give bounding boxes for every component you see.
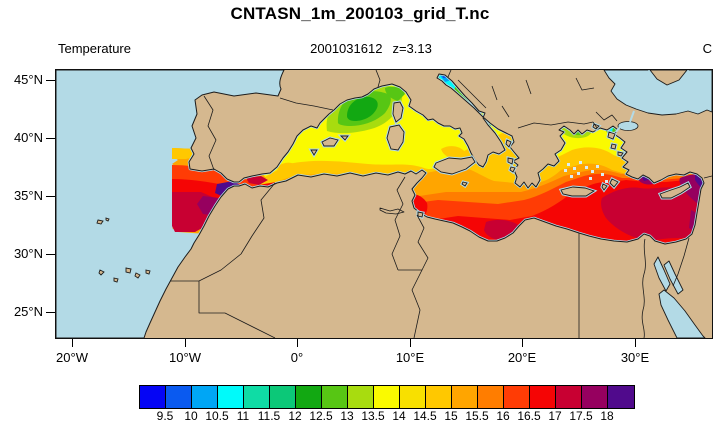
colorbar-cell — [452, 386, 478, 408]
colorbar-cell — [504, 386, 530, 408]
nile-river — [641, 238, 646, 339]
colorbar-cell — [270, 386, 296, 408]
colorbar-cell — [400, 386, 426, 408]
x-tick-label: 20°E — [507, 350, 537, 365]
x-axis-tick — [184, 339, 186, 347]
y-tick-label: 45°N — [13, 72, 43, 87]
colorbar-tick-label: 14 — [392, 409, 406, 423]
colorbar-cell — [296, 386, 322, 408]
units-label: C — [702, 41, 712, 56]
y-axis-tick — [46, 311, 55, 313]
x-tick-label: 10°E — [395, 350, 425, 365]
sea-of-marmara — [617, 121, 639, 131]
bosphorus-channel — [629, 110, 635, 123]
colorbar-tick-label: 10.5 — [205, 409, 229, 423]
colorbar-cell — [244, 386, 270, 408]
y-tick-label: 25°N — [13, 304, 43, 319]
colorbar-cell — [556, 386, 582, 408]
variable-label: Temperature — [58, 41, 131, 56]
x-axis-tick — [521, 339, 523, 347]
x-axis-tick — [296, 339, 298, 347]
colorbar-cell — [608, 386, 634, 408]
tunisian-chotts — [379, 207, 405, 215]
x-tick-label: 30°E — [620, 350, 650, 365]
colorbar-tick-label: 12.5 — [309, 409, 333, 423]
y-axis-tick — [46, 253, 55, 255]
colorbar-tick-label: 15.5 — [465, 409, 489, 423]
colorbar-cell — [166, 386, 192, 408]
colorbar-tick-label: 13.5 — [361, 409, 385, 423]
colorbar-cell — [322, 386, 348, 408]
x-tick-label: 0° — [290, 350, 304, 365]
y-axis-tick — [46, 195, 55, 197]
colorbar-cell — [582, 386, 608, 408]
colorbar-tick-label: 15 — [444, 409, 458, 423]
colorbar-tick-label: 14.5 — [413, 409, 437, 423]
dardanelles-channel — [615, 126, 621, 133]
subtitle: 2001031612 z=3.13 — [56, 41, 686, 56]
map-canvas — [55, 68, 713, 339]
country-borders — [170, 69, 713, 339]
y-tick-label: 40°N — [13, 130, 43, 145]
colorbar-cell — [374, 386, 400, 408]
page-title: CNTASN_1m_200103_grid_T.nc — [230, 4, 490, 23]
y-axis-tick — [46, 79, 55, 81]
colorbar-cell — [218, 386, 244, 408]
map-frame — [55, 68, 713, 339]
x-tick-label: 10°W — [169, 350, 201, 365]
red-sea — [653, 256, 706, 339]
colorbar-tick-label: 10 — [184, 409, 198, 423]
colorbar-tick-label: 16.5 — [517, 409, 541, 423]
colorbar-cell — [192, 386, 218, 408]
nodata-island-cells — [564, 161, 608, 183]
colorbar-tick-label: 11.5 — [257, 409, 281, 423]
colorbar-cell — [478, 386, 504, 408]
colorbar-tick-label: 17.5 — [569, 409, 593, 423]
colorbar-tick-label: 16 — [496, 409, 510, 423]
black-sea — [603, 69, 713, 116]
colorbar-tick-label: 12 — [288, 409, 302, 423]
colorbar-tick-label: 17 — [548, 409, 562, 423]
x-axis-tick — [409, 339, 411, 347]
x-axis-tick — [71, 339, 73, 347]
colorbar-cell — [426, 386, 452, 408]
colorbar-tick-label: 11 — [236, 409, 250, 423]
colorbar-tick-label: 13 — [340, 409, 354, 423]
x-axis-tick — [634, 339, 636, 347]
y-tick-label: 30°N — [13, 246, 43, 261]
colorbar — [139, 385, 635, 409]
x-tick-label: 20°W — [56, 350, 88, 365]
colorbar-tick-label: 9.5 — [156, 409, 174, 423]
y-axis-tick — [46, 137, 55, 139]
level-label: z=3.13 — [392, 41, 432, 56]
y-tick-label: 35°N — [13, 188, 43, 203]
colorbar-tick-label: 18 — [600, 409, 614, 423]
colorbar-cell — [530, 386, 556, 408]
colorbar-cell — [348, 386, 374, 408]
colorbar-cell — [140, 386, 166, 408]
datetime-label: 2001031612 — [310, 41, 383, 56]
